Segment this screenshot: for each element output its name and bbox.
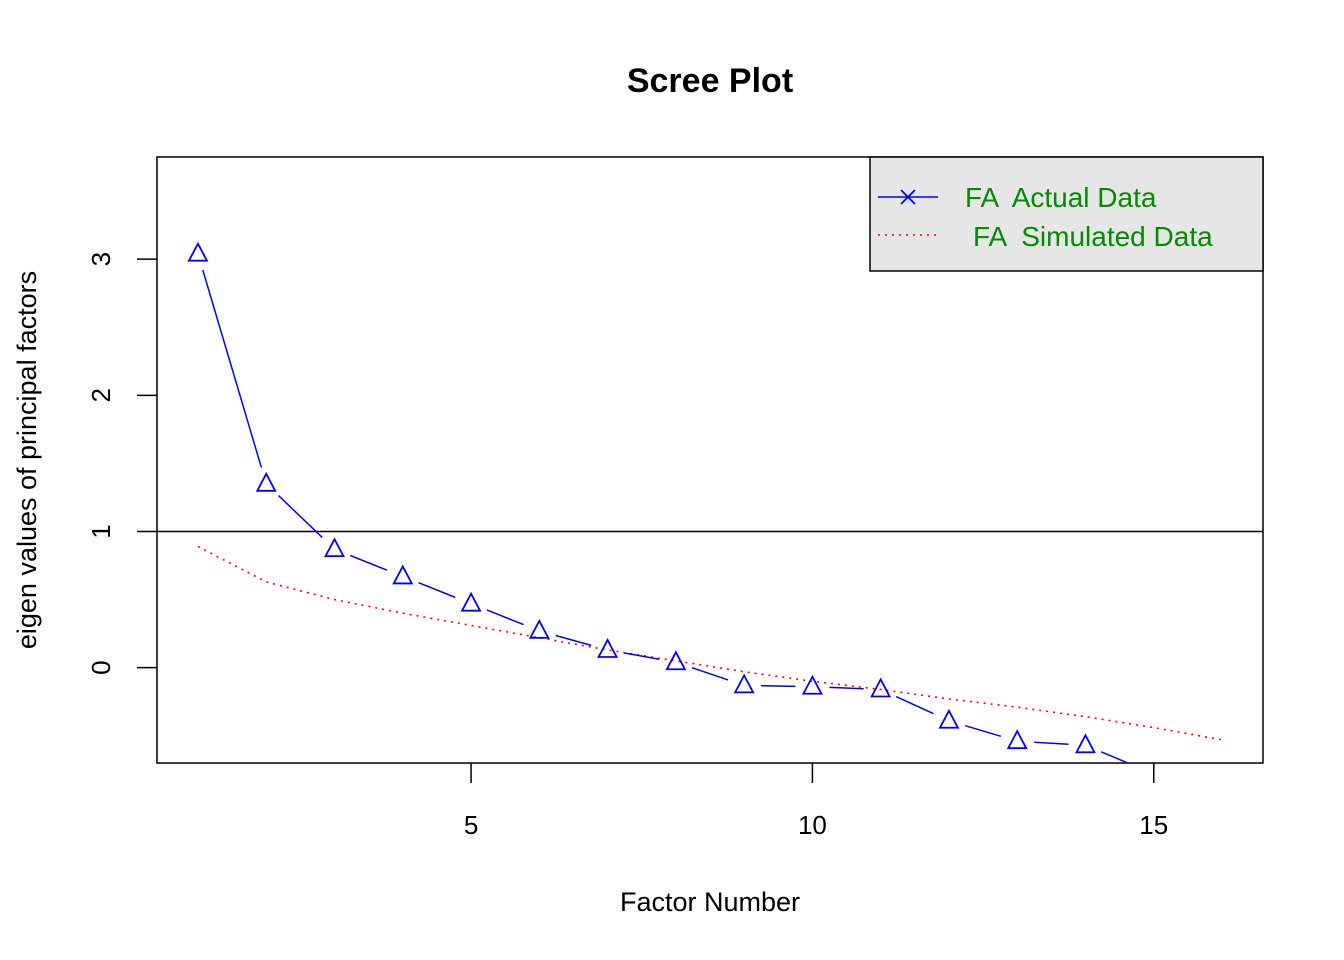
actual-data-point xyxy=(665,650,687,671)
actual-data-segment xyxy=(418,582,456,599)
legend-box xyxy=(869,156,1264,272)
actual-data-segment xyxy=(202,269,263,468)
actual-data-segment xyxy=(624,652,660,660)
legend: FA Actual Data FA Simulated Data xyxy=(869,156,1264,272)
simulated-data-line xyxy=(197,545,1223,741)
actual-data-segment xyxy=(829,686,864,690)
actual-data-point xyxy=(597,638,619,658)
actual-data-segment xyxy=(761,684,796,688)
actual-data-series xyxy=(187,241,1130,763)
actual-data-point xyxy=(460,591,482,612)
actual-data-point xyxy=(528,618,550,639)
actual-data-point xyxy=(870,677,892,698)
legend-actual-marker xyxy=(900,189,916,205)
actual-data-segment xyxy=(486,609,524,626)
x-axis-label: Factor Number xyxy=(620,887,800,917)
actual-data-segment xyxy=(555,634,592,647)
chart-title: Scree Plot xyxy=(627,62,793,100)
actual-data-point xyxy=(733,673,755,694)
actual-data-segment xyxy=(277,495,323,538)
actual-data-point xyxy=(1074,733,1096,754)
y-axis: 0 1 2 3 xyxy=(86,252,157,675)
actual-data-point xyxy=(801,674,823,695)
x-tick-label: 5 xyxy=(464,810,478,840)
actual-data-point xyxy=(187,241,209,262)
y-tick-label: 2 xyxy=(86,388,116,402)
actual-data-segment xyxy=(895,695,934,715)
x-tick-label: 15 xyxy=(1139,810,1168,840)
actual-data-segment xyxy=(965,724,1002,738)
y-tick-label: 0 xyxy=(86,660,116,674)
legend-simulated-label: FA Simulated Data xyxy=(973,221,1213,252)
actual-data-point xyxy=(1006,729,1028,750)
actual-data-point xyxy=(324,537,346,558)
actual-data-segment xyxy=(1034,741,1069,746)
legend-actual-label: FA Actual Data xyxy=(965,182,1157,213)
y-axis-label: eigen values of principal factors xyxy=(12,271,42,649)
actual-data-point xyxy=(938,708,960,729)
y-tick-label: 1 xyxy=(86,524,116,538)
actual-data-segment xyxy=(691,666,729,681)
actual-data-point xyxy=(392,564,414,585)
actual-data-segment xyxy=(1100,751,1130,763)
y-tick-label: 3 xyxy=(86,252,116,266)
x-axis: 5 10 15 xyxy=(464,763,1168,840)
x-tick-label: 10 xyxy=(798,810,827,840)
actual-data-point xyxy=(255,471,277,492)
plot-frame xyxy=(156,156,1264,764)
actual-data-segment xyxy=(350,554,388,571)
